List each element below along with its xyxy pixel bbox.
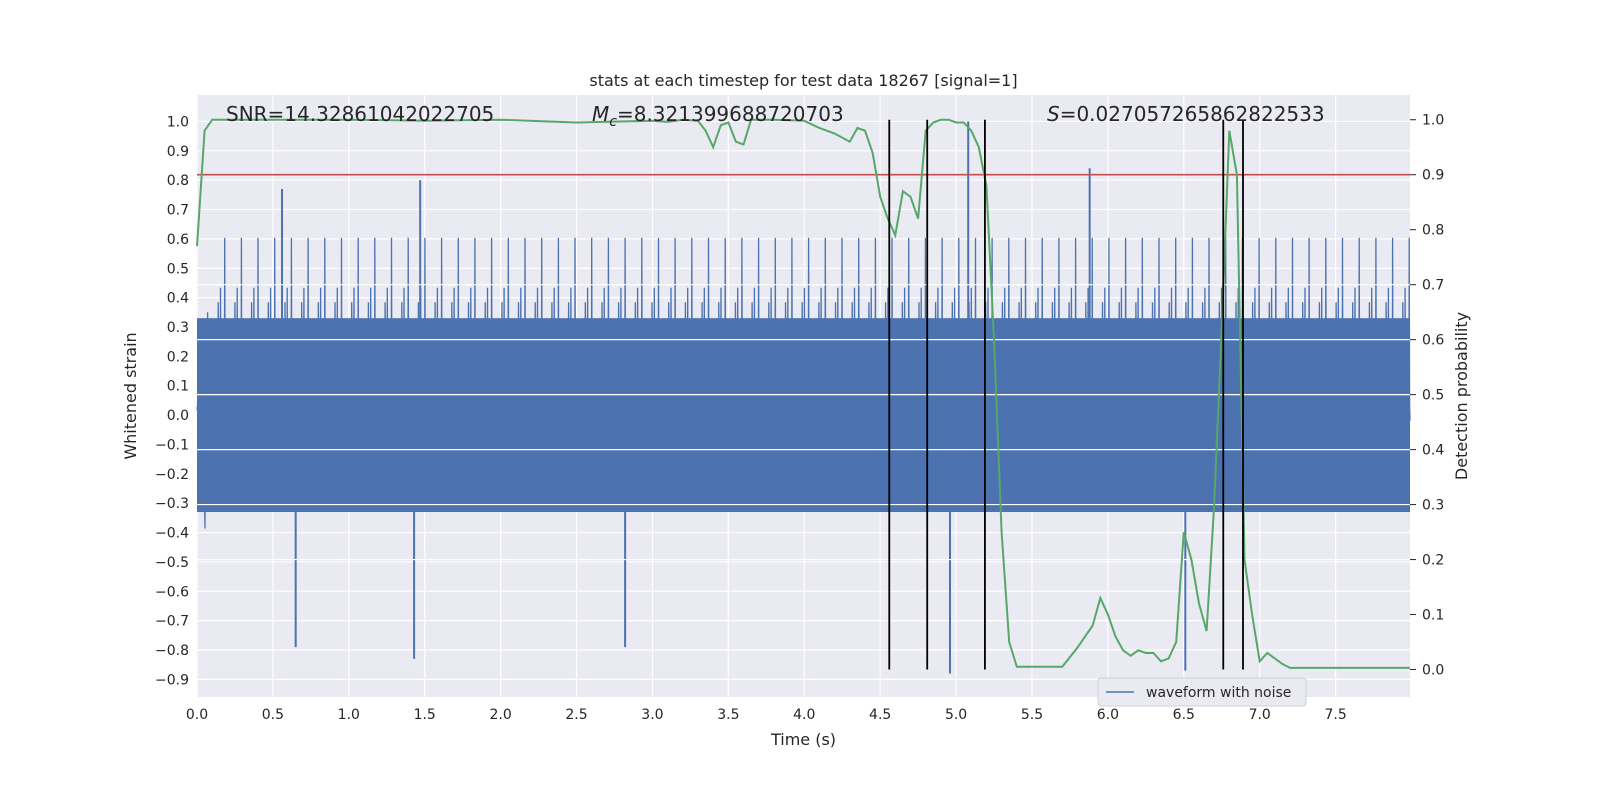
s-symbol: S: [1047, 102, 1060, 126]
y-tick-label: 0.2: [167, 349, 189, 365]
mc-subscript: c: [609, 114, 617, 130]
x-tick-label: 5.0: [945, 707, 967, 723]
y-tick-label: −0.8: [155, 643, 189, 659]
y-axis-ticks: 1.0 0.9 0.8 0.7 0.6 0.5 0.4 0.3 0.2 0.1 0.0 −0.1 −0.…: [155, 114, 189, 688]
y-tick-label: −0.7: [155, 614, 189, 630]
y2-tick-label: 0.3: [1422, 498, 1444, 514]
y-tick-label: 0.9: [167, 144, 189, 160]
y-tick-label: 0.0: [167, 408, 189, 424]
y-tick-label: −0.3: [155, 496, 189, 512]
y2-tick-label: 0.0: [1422, 663, 1444, 679]
legend: waveform with noise: [1097, 677, 1307, 707]
x-axis-ticks: 0.0 0.5 1.0 1.5 2.0 2.5 3.0 3.5 4.0 4.5 5.0 5.5 6.0 6…: [186, 707, 1347, 723]
x-tick-label: 6.5: [1173, 707, 1195, 723]
detection-markers: [888, 119, 1244, 670]
y2-axis-label: Detection probability: [1452, 312, 1471, 480]
x-tick-label: 0.5: [262, 707, 284, 723]
y-tick-label: −0.4: [155, 526, 189, 542]
y-tick-label: −0.9: [155, 672, 189, 688]
y2-tick-label: 0.2: [1422, 553, 1444, 569]
mc-symbol: M: [592, 102, 609, 126]
grid-lines-overlay: [197, 284, 1410, 561]
y-tick-label: 0.7: [167, 203, 189, 219]
y-tick-label: −0.5: [155, 555, 189, 571]
y2-axis-ticks: 1.0 0.9 0.8 0.7 0.6 0.5 0.4 0.3 0.2 0.1 0.0: [1410, 113, 1444, 679]
y-tick-label: 0.1: [167, 379, 189, 395]
x-tick-label: 7.5: [1324, 707, 1346, 723]
probability-trace: [196, 118, 1410, 669]
y-tick-label: 0.3: [167, 320, 189, 336]
y2-tick-label: 0.1: [1422, 608, 1444, 624]
legend-entry-waveform: waveform with noise: [1146, 685, 1291, 701]
y-tick-label: 0.8: [167, 173, 189, 189]
y2-tick-label: 0.5: [1422, 388, 1444, 404]
s-annotation: S=0.027057265862822533: [1047, 102, 1325, 126]
y-tick-label: −0.1: [155, 437, 189, 453]
detection-probability-series: [196, 118, 1410, 669]
x-tick-label: 4.5: [869, 707, 891, 723]
y-tick-label: −0.2: [155, 467, 189, 483]
x-tick-label: 4.0: [793, 707, 815, 723]
waveform-core-band: [197, 318, 1410, 512]
x-tick-label: 5.5: [1021, 707, 1043, 723]
y2-tick-label: 0.7: [1422, 278, 1444, 294]
y2-tick-label: 0.8: [1422, 223, 1444, 239]
x-tick-label: 2.0: [489, 707, 511, 723]
y2-tick-label: 0.4: [1422, 443, 1444, 459]
x-tick-label: 1.5: [414, 707, 436, 723]
s-value: =0.027057265862822533: [1060, 102, 1325, 126]
y-tick-label: 1.0: [167, 114, 189, 130]
y-tick-label: 0.5: [167, 261, 189, 277]
x-tick-label: 0.0: [186, 707, 208, 723]
chirp-mass-annotation: Mc=8.321399688720703: [592, 102, 844, 130]
waveform-with-noise-series: [196, 121, 1411, 674]
x-tick-label: 7.0: [1249, 707, 1271, 723]
x-tick-label: 3.0: [641, 707, 663, 723]
y-axis-label: Whitened strain: [121, 332, 140, 459]
y-tick-label: 0.6: [167, 232, 189, 248]
mc-value: =8.321399688720703: [617, 102, 844, 126]
snr-annotation: SNR=14.32861042022705: [226, 102, 494, 126]
legend-box: [1097, 677, 1307, 707]
x-tick-label: 6.0: [1097, 707, 1119, 723]
y-tick-label: 0.4: [167, 291, 189, 307]
y2-tick-label: 0.9: [1422, 168, 1444, 184]
x-tick-label: 3.5: [717, 707, 739, 723]
x-tick-label: 2.5: [565, 707, 587, 723]
x-tick-label: 1.0: [338, 707, 360, 723]
y2-tick-label: 0.6: [1422, 333, 1444, 349]
y-tick-label: −0.6: [155, 584, 189, 600]
x-axis-label: Time (s): [770, 730, 836, 749]
chart-title: stats at each timestep for test data 182…: [589, 71, 1017, 90]
y2-tick-label: 1.0: [1422, 113, 1444, 129]
